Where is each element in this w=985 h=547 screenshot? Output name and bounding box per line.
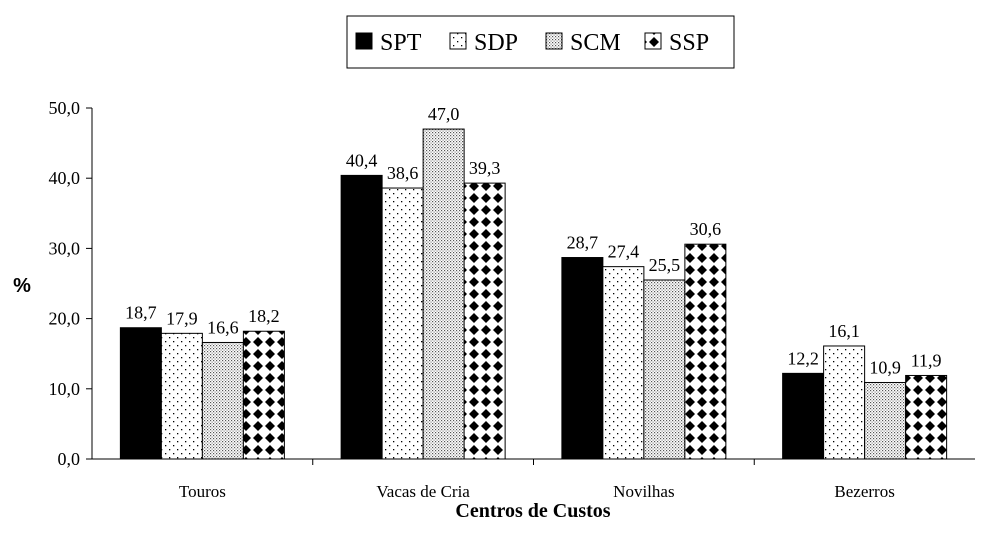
- bar-scm: [422, 128, 465, 460]
- bar-value-label: 16,6: [207, 317, 239, 337]
- bar-ssp: [463, 182, 506, 460]
- legend: SPT SDP SCM SSP: [346, 15, 735, 69]
- x-axis-label: Centros de Custos: [455, 500, 610, 522]
- bar-ssp: [684, 243, 727, 460]
- y-tick-label: 10,0: [49, 379, 81, 399]
- bar-spt: [119, 327, 162, 460]
- bar-scm: [201, 341, 244, 460]
- bar-sdp: [602, 266, 645, 460]
- bar-ssp: [905, 374, 948, 460]
- bar-sdp: [823, 345, 866, 460]
- x-category-labels: Touros Vacas de Cria Novilhas Bezerros: [179, 459, 895, 501]
- y-tick-label: 0,0: [58, 449, 81, 469]
- bar-value-label: 47,0: [428, 104, 460, 124]
- bar-value-label: 16,1: [828, 321, 860, 341]
- legend-box: [346, 15, 735, 69]
- legend-label-ssp: SSP: [669, 30, 709, 56]
- bar-scm: [643, 279, 686, 460]
- x-category-label: Vacas de Cria: [376, 482, 470, 501]
- bar-ssp: [242, 330, 285, 460]
- legend-label-scm: SCM: [570, 30, 621, 56]
- x-category-label: Bezerros: [834, 482, 894, 501]
- legend-swatch-sdp: [449, 32, 467, 50]
- bar-value-label: 12,2: [787, 348, 819, 368]
- bar-sdp: [381, 187, 424, 460]
- y-tick-label: 20,0: [49, 309, 81, 329]
- y-tick-label: 50,0: [49, 98, 81, 118]
- bar-value-label: 28,7: [567, 233, 599, 253]
- bar-spt: [782, 372, 825, 460]
- legend-swatch-spt: [355, 32, 373, 50]
- bar-spt: [340, 174, 383, 460]
- legend-label-sdp: SDP: [474, 30, 518, 56]
- legend-label-spt: SPT: [380, 30, 422, 56]
- bar-value-label: 11,9: [911, 350, 942, 370]
- bar-value-label: 30,6: [690, 219, 722, 239]
- bar-sdp: [160, 332, 203, 460]
- bar-value-label: 10,9: [869, 357, 901, 377]
- bar-value-label: 27,4: [608, 242, 640, 262]
- bar-value-label: 18,7: [125, 303, 157, 323]
- legend-swatch-ssp: [644, 32, 662, 50]
- bar-spt: [561, 257, 604, 460]
- bar-value-label: 38,6: [387, 163, 419, 183]
- y-axis-label: %: [13, 275, 31, 297]
- y-ticks: 0,0 10,0 20,0 30,0 40,0 50,0: [49, 98, 92, 469]
- x-category-label: Touros: [179, 482, 226, 501]
- bar-value-label: 39,3: [469, 158, 501, 178]
- bar-scm: [864, 381, 907, 460]
- bar-value-label: 25,5: [649, 255, 681, 275]
- bar-value-label: 17,9: [166, 308, 198, 328]
- bar-value-label: 40,4: [346, 150, 378, 170]
- bar-value-label: 18,2: [248, 306, 280, 326]
- bars: [119, 128, 948, 460]
- y-tick-label: 40,0: [49, 168, 81, 188]
- y-tick-label: 30,0: [49, 238, 81, 258]
- legend-swatch-scm: [545, 32, 563, 50]
- bar-value-labels: 18,7 17,9 16,6 18,2 40,4 38,6 47,0 39,3 28,7 27,4…: [125, 104, 941, 377]
- x-category-label: Novilhas: [613, 482, 674, 501]
